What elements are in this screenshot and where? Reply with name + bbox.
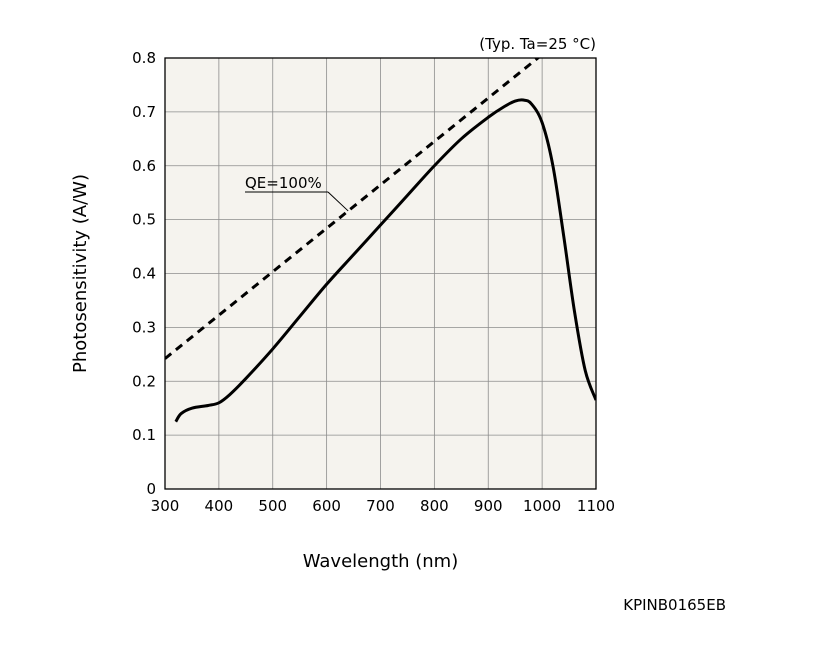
y-tick-labels: 0 0.1 0.2 0.3 0.4 0.5 0.6 0.7 0.8 xyxy=(132,49,156,498)
condition-note: (Typ. Ta=25 °C) xyxy=(479,35,596,53)
y-axis-label: Photosensitivity (A/W) xyxy=(70,174,91,373)
x-tick-label: 900 xyxy=(474,497,503,515)
y-tick-label: 0.7 xyxy=(132,103,156,121)
y-tick-label: 0.1 xyxy=(132,426,156,444)
x-tick-label: 300 xyxy=(151,497,180,515)
x-tick-label: 500 xyxy=(258,497,287,515)
x-tick-label: 400 xyxy=(205,497,234,515)
y-tick-label: 0 xyxy=(146,480,156,498)
qe-annotation-leader xyxy=(327,191,349,212)
x-tick-labels: 300 400 500 600 700 800 900 1000 1100 xyxy=(151,497,615,515)
y-tick-label: 0.6 xyxy=(132,157,156,175)
y-tick-label: 0.2 xyxy=(132,372,156,390)
document-code: KPINB0165EB xyxy=(623,596,726,614)
plot-border xyxy=(164,57,597,490)
x-tick-label: 1100 xyxy=(577,497,615,515)
x-tick-label: 800 xyxy=(420,497,449,515)
y-tick-label: 0.5 xyxy=(132,211,156,229)
y-tick-label: 0.3 xyxy=(132,318,156,336)
qe-annotation-label: QE=100% xyxy=(245,174,322,192)
x-tick-label: 700 xyxy=(366,497,395,515)
annotation-layer: QE=100% xyxy=(245,174,349,212)
x-tick-label: 600 xyxy=(312,497,341,515)
series-layer xyxy=(165,58,596,423)
x-tick-label: 1000 xyxy=(523,497,561,515)
y-tick-label: 0.8 xyxy=(132,49,156,67)
y-tick-label: 0.4 xyxy=(132,265,156,283)
x-axis-label: Wavelength (nm) xyxy=(303,551,459,572)
photosensitivity-curve xyxy=(174,98,596,423)
